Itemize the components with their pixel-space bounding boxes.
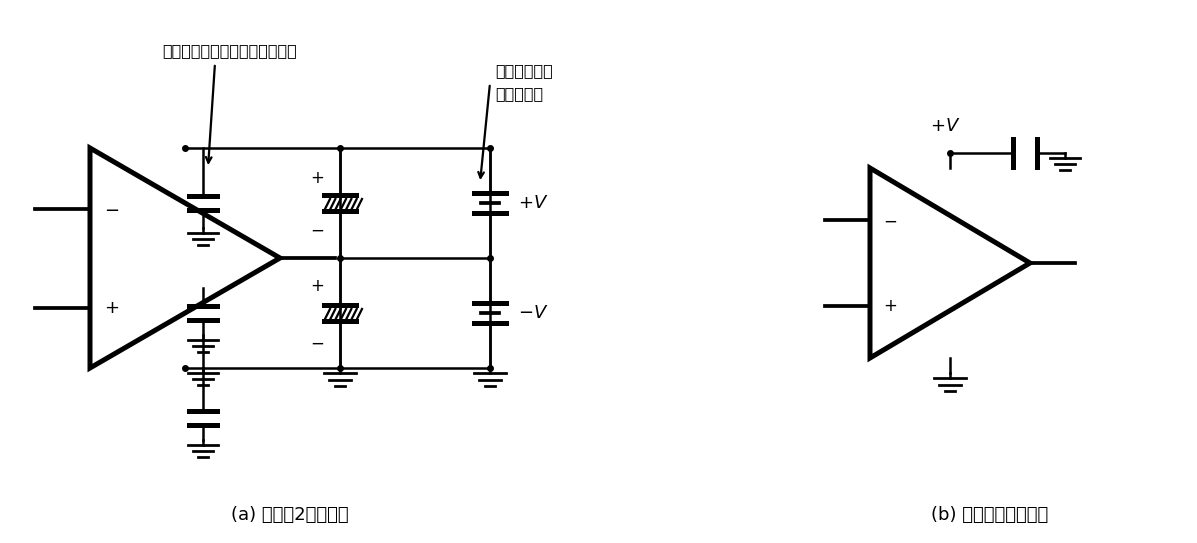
Text: $+V$: $+V$ — [930, 117, 960, 135]
Text: (b) 使用单电源的情况: (b) 使用单电源的情况 — [931, 506, 1049, 524]
Text: $-$: $-$ — [310, 221, 324, 239]
Text: $+$: $+$ — [310, 277, 324, 295]
Text: 电解电容器: 电解电容器 — [496, 86, 543, 101]
Text: 靠近运算放大器处接陶瓷电容器: 靠近运算放大器处接陶瓷电容器 — [163, 43, 297, 58]
Text: $-V$: $-V$ — [518, 304, 548, 322]
Text: $+$: $+$ — [104, 299, 120, 317]
Text: $+$: $+$ — [883, 297, 897, 315]
Text: $+V$: $+V$ — [518, 194, 548, 212]
Text: (a) 基本的2电源方式: (a) 基本的2电源方式 — [231, 506, 348, 524]
Text: $+$: $+$ — [310, 169, 324, 187]
Text: $-$: $-$ — [310, 334, 324, 352]
Text: 靠近电源处接: 靠近电源处接 — [496, 63, 553, 78]
Text: $-$: $-$ — [104, 199, 120, 218]
Text: $-$: $-$ — [883, 211, 897, 229]
